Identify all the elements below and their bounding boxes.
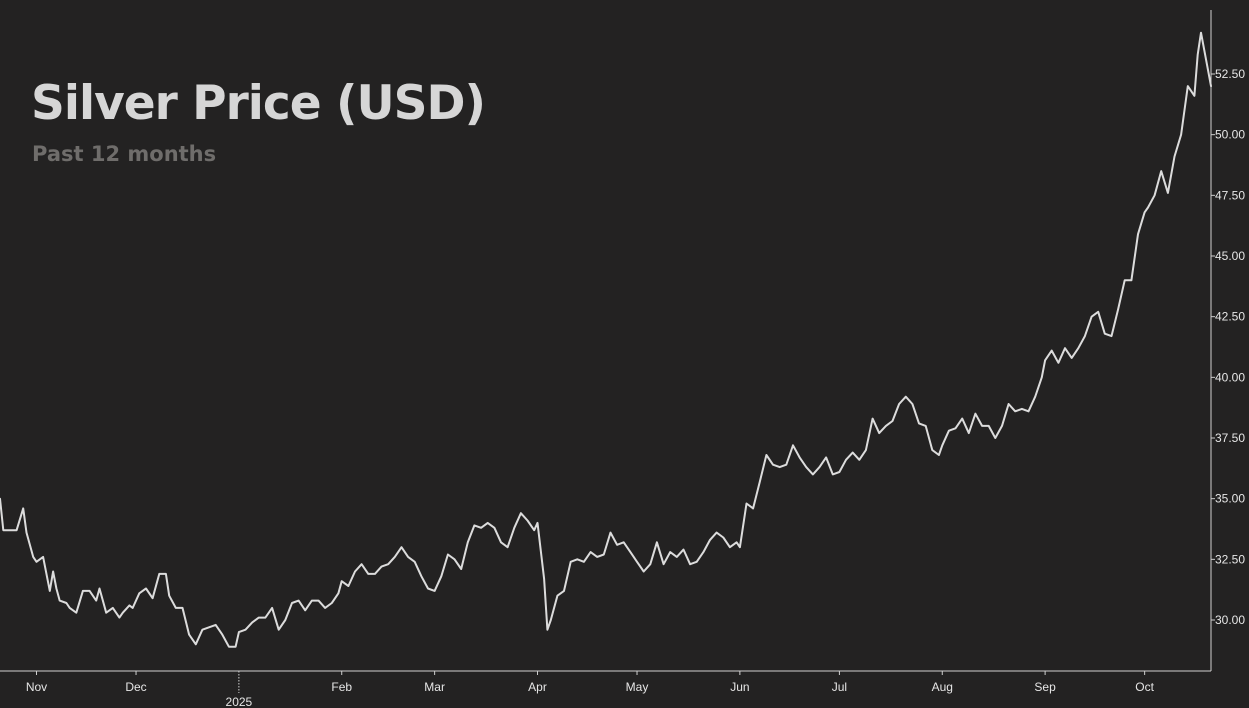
y-tick-label: 35.00: [1215, 492, 1245, 506]
x-tick-label: Oct: [1135, 680, 1154, 694]
y-tick-label: 45.00: [1215, 249, 1245, 263]
x-tick-label: Mar: [424, 680, 445, 694]
x-tick-label: 2025: [226, 695, 253, 708]
y-tick-label: 47.50: [1215, 188, 1245, 202]
x-tick-label: Nov: [26, 680, 47, 694]
x-tick-label: Dec: [125, 680, 146, 694]
x-tick-label: Aug: [932, 680, 953, 694]
y-tick-label: 32.50: [1215, 552, 1245, 566]
y-tick-label: 37.50: [1215, 431, 1245, 445]
x-tick-label: Sep: [1034, 680, 1056, 694]
x-tick-label: Jul: [832, 680, 847, 694]
y-tick-label: 52.50: [1215, 67, 1245, 81]
y-tick-label: 30.00: [1215, 613, 1245, 627]
y-tick-label: 50.00: [1215, 128, 1245, 142]
x-tick-label: May: [626, 680, 649, 694]
chart-title: Silver Price (USD): [31, 76, 486, 131]
price-series-line: [0, 31, 1212, 648]
x-tick-label: Jun: [730, 680, 749, 694]
y-tick-label: 40.00: [1215, 370, 1245, 384]
chart-subtitle: Past 12 months: [32, 142, 217, 166]
y-tick-label: 42.50: [1215, 310, 1245, 324]
x-tick-label: Apr: [528, 680, 547, 694]
x-tick-label: Feb: [331, 680, 352, 694]
